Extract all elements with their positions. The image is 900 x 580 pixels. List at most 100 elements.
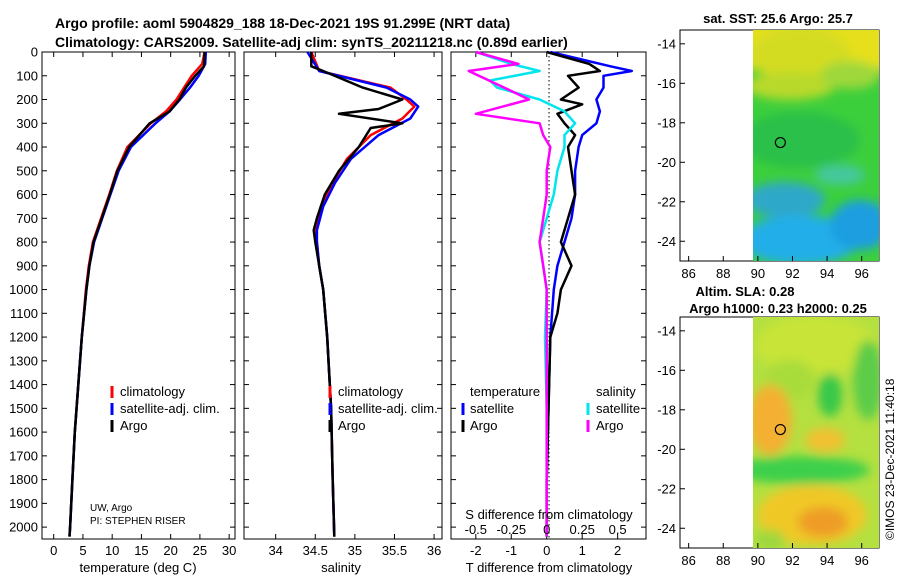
legend-t-satellite: satellite	[470, 401, 514, 416]
figure-title: Argo profile: aoml 5904829_188 18-Dec-20…	[55, 15, 510, 31]
x-tick-label: 25	[193, 543, 207, 558]
depth-tick-label: 1500	[9, 401, 38, 416]
lon-tick-label: 86	[681, 266, 695, 281]
difference-series	[467, 50, 634, 537]
legend-climatology: climatology	[338, 384, 404, 399]
x-tick-label: -2	[470, 543, 482, 558]
lon-tick-label: 90	[751, 553, 765, 568]
x-tick-label: 5	[79, 543, 86, 558]
lat-tick-label: -20	[657, 442, 676, 457]
lon-tick-label: 86	[681, 553, 695, 568]
lat-tick-label: -20	[657, 155, 676, 170]
series-line-argo	[310, 52, 404, 537]
legend-argo: Argo	[338, 418, 365, 433]
legend-temperature-heading: temperature	[470, 384, 540, 399]
sst-map-field	[753, 30, 879, 261]
s-tick-label: 0	[543, 522, 550, 537]
series-line-temperature-satellite	[545, 50, 634, 537]
owner-label: UW, Argo	[90, 503, 133, 514]
lon-tick-label: 88	[716, 553, 730, 568]
lon-tick-label: 96	[854, 266, 868, 281]
temperature-ticks: 0 5 10 15 20 25 30	[42, 51, 236, 558]
x-tick-label: 2	[614, 543, 621, 558]
x-tick-label: 34.5	[303, 543, 328, 558]
x-tick-label: 35	[348, 543, 362, 558]
x-tick-label: 36	[427, 543, 441, 558]
x-tick-label: -1	[505, 543, 517, 558]
lat-tick-label: -16	[657, 76, 676, 91]
salinity-axis-label: salinity	[321, 560, 361, 575]
sla-map-title: Altim. SLA: 0.28	[696, 284, 795, 299]
s-axis-label: S difference from climatology	[465, 507, 633, 522]
float-position-marker	[774, 423, 786, 436]
series-line-temperature-argo	[545, 50, 602, 537]
s-tick-label: 0.25	[570, 522, 595, 537]
lon-tick-label: 96	[854, 553, 868, 568]
legend-satellite: satellite-adj. clim.	[338, 401, 438, 416]
depth-tick-label: 1300	[9, 353, 38, 368]
lon-tick-label: 94	[820, 266, 834, 281]
depth-tick-label: 1000	[9, 282, 38, 297]
x-tick-label: 34	[268, 543, 282, 558]
sla-map-subtitle: Argo h1000: 0.23 h2000: 0.25	[689, 301, 867, 316]
legend-s-argo: Argo	[596, 418, 623, 433]
pi-label: PI: STEPHEN RISER	[90, 516, 186, 527]
depth-tick-label: 1600	[9, 425, 38, 440]
series-line-satellite-adj-clim-	[68, 51, 208, 537]
lat-tick-label: -18	[657, 402, 676, 417]
series-line-argo	[68, 51, 206, 537]
salinity-legend: climatology satellite-adj. clim. Argo	[328, 384, 438, 433]
lon-tick-label: 88	[716, 266, 730, 281]
legend-t-argo: Argo	[470, 418, 497, 433]
legend-satellite: satellite-adj. clim.	[120, 401, 220, 416]
lon-tick-label: 90	[751, 266, 765, 281]
depth-tick-label: 100	[16, 68, 38, 83]
float-position-marker	[774, 136, 786, 149]
x-tick-label: 35.5	[382, 543, 407, 558]
lat-tick-label: -18	[657, 115, 676, 130]
temperature-series	[68, 51, 208, 537]
depth-tick-label: 200	[16, 92, 38, 107]
sst-map-axes: 86 88 90 92 94 96 -14 -16 -18 -20 -22 -24	[657, 36, 869, 281]
depth-tick-label: 0	[31, 45, 38, 60]
x-tick-label: 15	[134, 543, 148, 558]
legend-salinity-heading: salinity	[596, 384, 636, 399]
series-line-salinity-argo	[467, 50, 552, 537]
difference-legend: temperature satellite Argo salinity sate…	[461, 384, 640, 433]
depth-tick-label: 400	[16, 140, 38, 155]
temperature-legend: climatology satellite-adj. clim. Argo	[110, 384, 220, 433]
depth-tick-label: 1900	[9, 496, 38, 511]
lon-tick-label: 92	[785, 266, 799, 281]
salinity-panel	[243, 51, 443, 540]
lat-tick-label: -22	[657, 194, 676, 209]
sst-map-title: sat. SST: 25.6 Argo: 25.7	[703, 11, 853, 26]
figure-subtitle: Climatology: CARS2009. Satellite-adj cli…	[55, 34, 568, 50]
depth-tick-label: 600	[16, 187, 38, 202]
lon-tick-label: 94	[820, 553, 834, 568]
depth-tick-label: 300	[16, 116, 38, 131]
s-difference-ticks: -0.5 -0.25 0 0.25 0.5	[465, 522, 627, 537]
x-tick-label: 10	[105, 543, 119, 558]
temperature-axis-label: temperature (deg C)	[79, 560, 196, 575]
depth-tick-label: 1800	[9, 472, 38, 487]
x-tick-label: 20	[163, 543, 177, 558]
depth-tick-label: 2000	[9, 520, 38, 535]
x-tick-label: 0	[543, 543, 550, 558]
depth-tick-label: 1700	[9, 448, 38, 463]
lat-tick-label: -14	[657, 36, 676, 51]
x-tick-label: 1	[579, 543, 586, 558]
depth-tick-label: 700	[16, 211, 38, 226]
sla-map-field	[753, 317, 879, 548]
temperature-panel	[41, 51, 236, 540]
s-tick-label: -0.25	[496, 522, 526, 537]
legend-climatology: climatology	[120, 384, 186, 399]
sla-map-axes: 86 88 90 92 94 96 -14 -16 -18 -20 -22 -24	[657, 323, 869, 568]
t-difference-axis-label: T difference from climatology	[466, 560, 633, 575]
depth-tick-label: 1100	[10, 306, 38, 321]
lat-tick-label: -24	[657, 521, 676, 536]
depth-tick-label: 900	[16, 258, 38, 273]
legend-argo: Argo	[120, 418, 147, 433]
salinity-series	[306, 51, 420, 537]
depth-axis: 0 100 200 300 400 500 600 700 800 900 1000 1100 1200…	[9, 45, 38, 535]
